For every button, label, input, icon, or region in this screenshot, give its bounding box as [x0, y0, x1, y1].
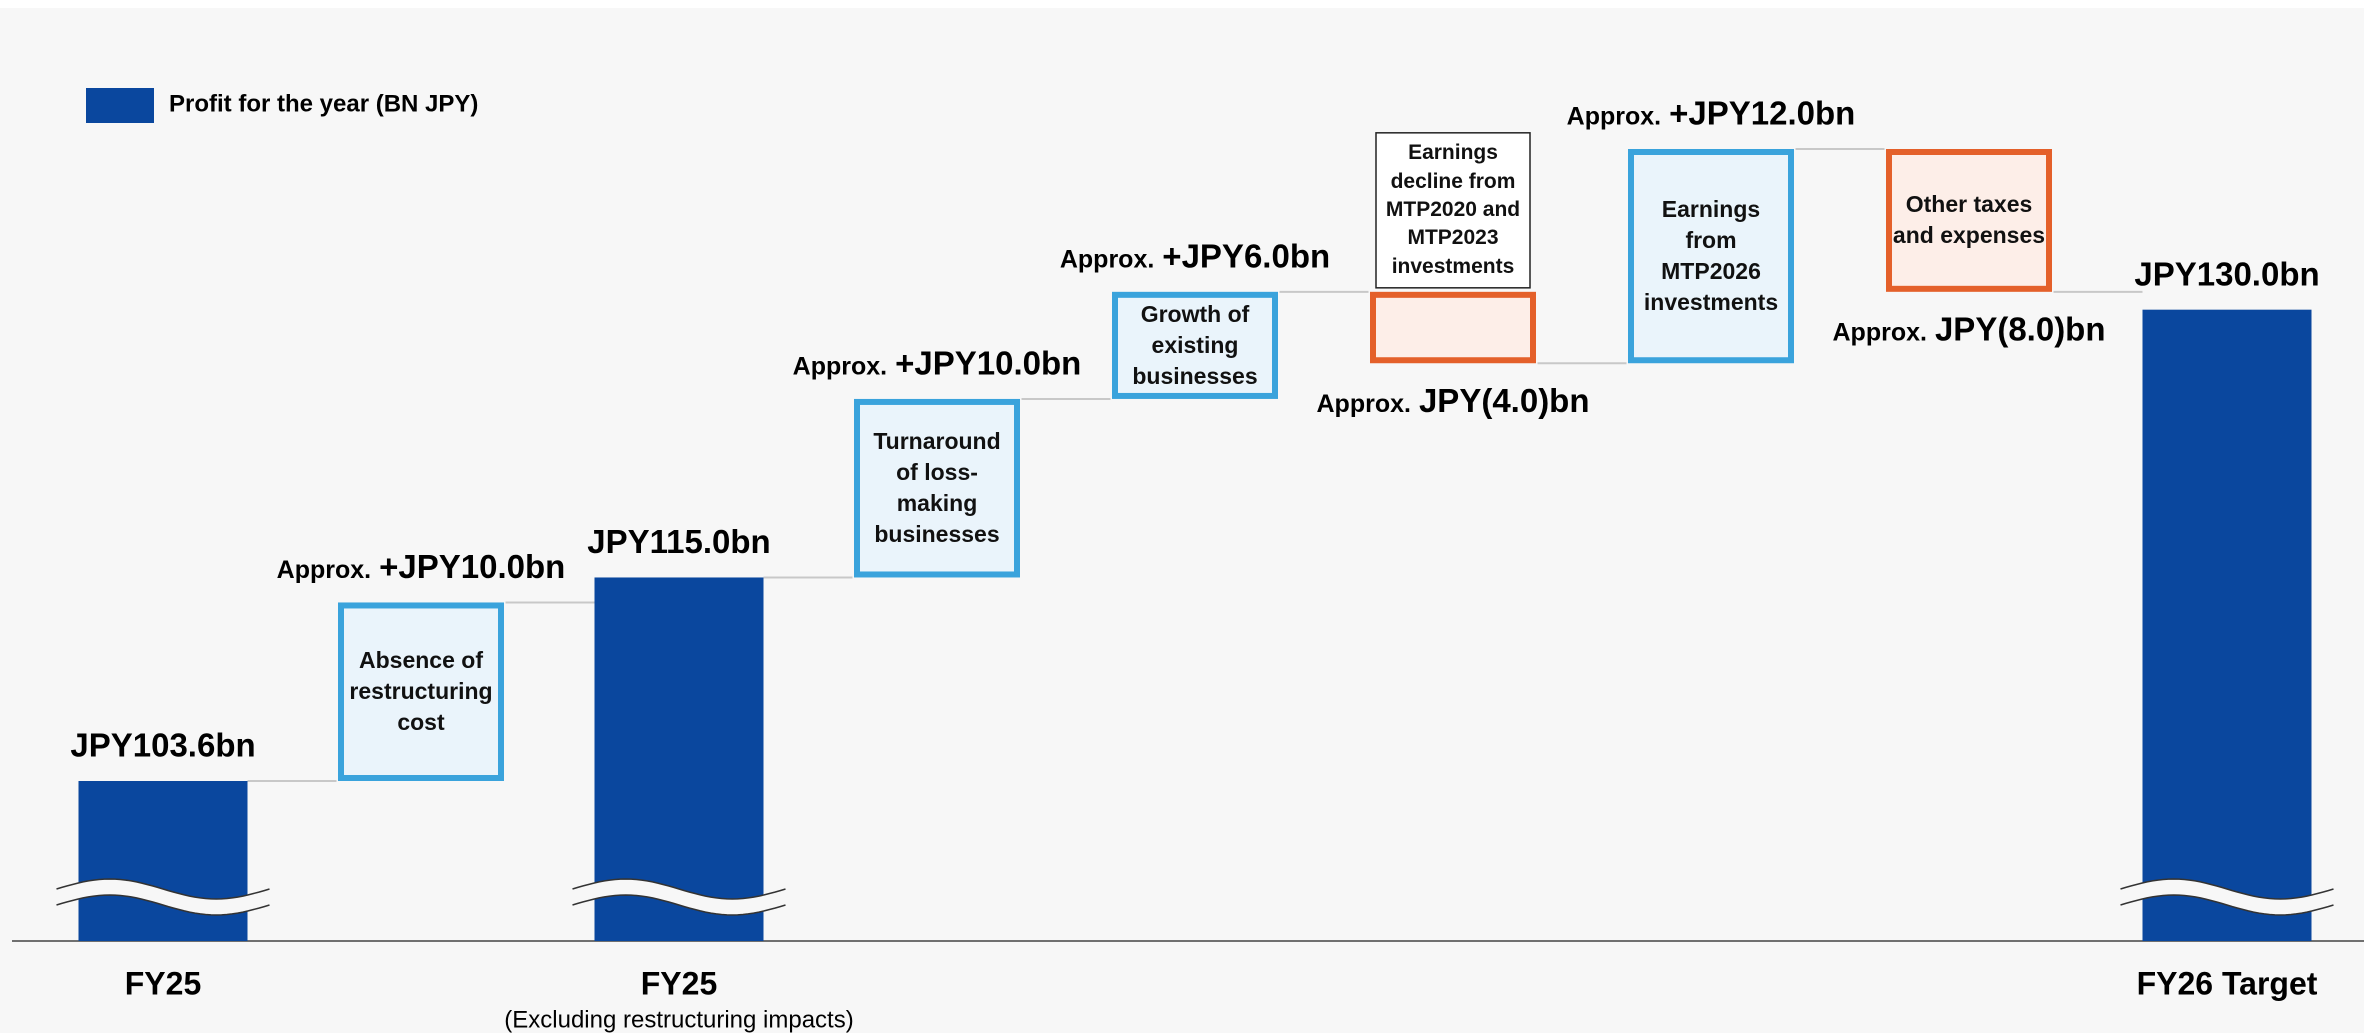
legend-label: Profit for the year (BN JPY) — [169, 90, 478, 117]
value-label-prefix: Approx. — [277, 556, 371, 584]
annotation-box — [1375, 132, 1531, 289]
value-label: Approx. JPY(8.0)bn — [1833, 311, 2106, 348]
value-label-prefix: Approx. — [793, 353, 887, 381]
value-label-prefix: Approx. — [1833, 318, 1927, 346]
decrease-box — [1370, 291, 1536, 364]
value-label-text: +JPY6.0bn — [1162, 238, 1330, 275]
axis-break-edge — [56, 894, 270, 916]
value-label-text: +JPY10.0bn — [895, 345, 1081, 382]
category-label: FY25 — [125, 965, 201, 1001]
category-label: Earnings from MTP2026 investments — [1643, 196, 1779, 316]
category-label: Absence of restructuring cost — [349, 647, 493, 736]
total-bar — [78, 781, 248, 941]
axis-break-edge — [56, 878, 270, 900]
category-label: Earnings decline from MTP2020 and MTP202… — [1385, 141, 1521, 278]
axis-break — [2118, 878, 2336, 916]
value-label-text: JPY(8.0)bn — [1935, 311, 2106, 348]
increase-box — [1112, 291, 1278, 399]
value-label-text: +JPY12.0bn — [1669, 95, 1855, 132]
category-label-text: Earnings from MTP2026 investments — [1643, 196, 1779, 316]
category-label: Turnaround of loss-making businesses — [873, 428, 1001, 548]
value-label-prefix: Approx. — [1317, 390, 1411, 418]
increase-box — [338, 602, 504, 781]
value-label: Approx. +JPY10.0bn — [793, 345, 1082, 382]
value-label-text: JPY130.0bn — [2134, 255, 2319, 292]
axis-break-edge — [572, 878, 786, 900]
value-label: Approx. +JPY12.0bn — [1567, 95, 1856, 132]
value-label: JPY103.6bn — [70, 727, 255, 764]
axis-break-edge — [572, 894, 786, 916]
axis-break — [570, 878, 788, 916]
total-bar — [2142, 309, 2312, 941]
value-label: JPY130.0bn — [2134, 255, 2319, 292]
category-label: FY25 — [641, 965, 717, 1001]
value-label-prefix: Approx. — [1567, 103, 1661, 131]
axis-break — [54, 878, 272, 916]
increase-box — [1628, 149, 1794, 364]
value-label-text: +JPY10.0bn — [379, 548, 565, 585]
axis-break-edge — [2120, 894, 2334, 916]
value-label: Approx. +JPY10.0bn — [277, 548, 566, 585]
category-label-text: Growth of existing businesses — [1132, 300, 1258, 389]
category-label-text: Earnings decline from MTP2020 and MTP202… — [1385, 141, 1521, 278]
value-label-prefix: Approx. — [1060, 245, 1154, 273]
category-label: FY26 Target — [2137, 965, 2318, 1001]
legend-swatch — [86, 88, 154, 123]
value-label-text: JPY103.6bn — [70, 727, 255, 764]
category-label: Other taxes and expenses — [1892, 191, 2046, 249]
value-label: JPY115.0bn — [587, 523, 770, 560]
value-label-text: JPY115.0bn — [587, 523, 770, 560]
value-label: Approx. +JPY6.0bn — [1060, 238, 1330, 275]
category-label-text: Absence of restructuring cost — [349, 647, 493, 736]
axis-break-edge — [2120, 878, 2334, 900]
value-label: Approx. JPY(4.0)bn — [1317, 382, 1590, 419]
category-label-text: Turnaround of loss-making businesses — [873, 428, 1001, 548]
category-subtitle: (Excluding restructuring impacts) — [504, 1006, 853, 1033]
category-label-text: Other taxes and expenses — [1892, 191, 2046, 249]
decrease-box — [1886, 149, 2052, 292]
category-label: Growth of existing businesses — [1132, 300, 1258, 389]
increase-box — [854, 398, 1020, 578]
value-label-text: JPY(4.0)bn — [1419, 382, 1590, 419]
